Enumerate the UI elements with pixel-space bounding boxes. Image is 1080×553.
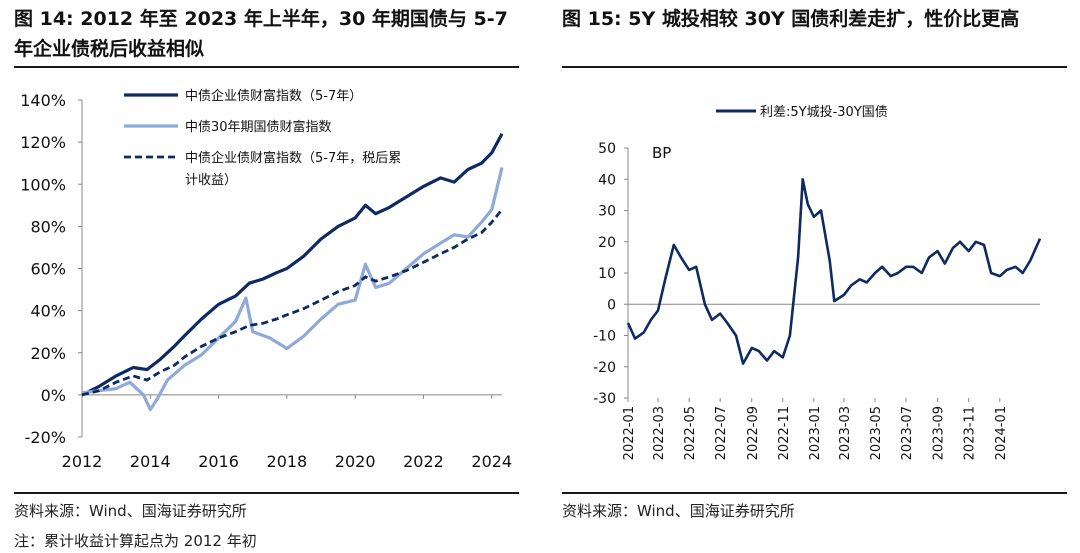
left-source-text: 资料来源：Wind、国海证券研究所 — [14, 502, 247, 520]
left-legend-label-3a: 中债企业债财富指数（5-7年，税后累 — [185, 150, 401, 166]
left-y-tick-label: 60% — [30, 260, 66, 279]
left-legend-label-3b: 计收益） — [185, 173, 237, 188]
left-title-rule — [14, 66, 519, 68]
left-y-tick-label: 120% — [20, 133, 66, 152]
right-x-tick-label: 2023-01 — [808, 406, 823, 460]
left-y-tick-label: 20% — [30, 344, 66, 363]
left-y-tick-label: -20% — [25, 428, 66, 447]
right-chart: -30 -20 -10 0 10 20 30 40 50 BP 2022-01 2022-03 2022… — [593, 104, 1042, 460]
right-title-rule — [562, 66, 1067, 68]
right-x-tick-label: 2024-01 — [994, 406, 1009, 460]
right-series-line — [626, 178, 1042, 365]
right-figure-title: 图 15: 5Y 城投相较 30Y 国债利差走扩，性价比更高 — [562, 8, 1020, 30]
right-x-tick-label: 2023-05 — [869, 406, 884, 460]
right-y-tick-label: -10 — [593, 329, 616, 345]
right-x-tick-label: 2022-11 — [777, 406, 792, 460]
right-y-tick-label: 30 — [598, 204, 616, 220]
left-y-tick-label: 0% — [41, 386, 66, 405]
left-chart: -20% 0% 20% 40% 60% 80% 100% 120% 140% 2012 2014 20… — [20, 88, 512, 471]
left-x-tick-label: 2014 — [130, 452, 171, 471]
right-legend-label: 利差:5Y城投-30Y国债 — [760, 104, 888, 120]
left-y-tick-label: 40% — [30, 302, 66, 321]
left-series-line-3 — [81, 208, 504, 397]
left-note-text: 注：累计收益计算起点为 2012 年初 — [14, 532, 257, 550]
left-series-line-1 — [81, 132, 504, 397]
left-y-tick-label: 80% — [30, 217, 66, 236]
right-x-tick-label: 2023-03 — [838, 406, 853, 460]
right-x-tick-label: 2022-01 — [622, 406, 637, 460]
right-x-tick-label: 2022-03 — [652, 406, 667, 460]
right-source-text: 资料来源：Wind、国海证券研究所 — [562, 502, 795, 520]
left-legend-label-2: 中债30年期国债财富指数 — [185, 119, 332, 135]
right-y-tick-label: -30 — [593, 391, 616, 407]
left-series-line-2 — [81, 167, 504, 412]
left-x-tick-label: 2016 — [198, 452, 239, 471]
left-figure-panel: 图 14: 2012 年至 2023 年上半年，30 年期国债与 5-7 年企业… — [0, 0, 532, 553]
right-x-tick-label: 2023-07 — [900, 406, 915, 460]
right-y-tick-label: 0 — [607, 297, 616, 313]
left-y-tick-label: 140% — [20, 91, 66, 110]
right-footer-rule — [562, 492, 1067, 494]
right-y-tick-label: 20 — [598, 235, 616, 251]
right-y-tick-label: 40 — [598, 172, 616, 188]
left-x-tick-label: 2018 — [267, 452, 308, 471]
left-legend-label-1: 中债企业债财富指数（5-7年） — [185, 88, 362, 104]
right-x-tick-label: 2022-05 — [683, 406, 698, 460]
left-x-tick-label: 2020 — [335, 452, 376, 471]
right-figure-panel: 图 15: 5Y 城投相较 30Y 国债利差走扩，性价比更高 -30 -20 -10… — [548, 0, 1080, 553]
right-x-tick-label: 2023-09 — [932, 406, 947, 460]
left-x-tick-label: 2024 — [471, 452, 512, 471]
right-x-tick-label: 2023-11 — [963, 406, 978, 460]
right-y-axis-unit: BP — [652, 144, 671, 162]
left-x-tick-label: 2012 — [62, 452, 103, 471]
left-figure-title: 图 14: 2012 年至 2023 年上半年，30 年期国债与 5-7 年企业… — [14, 8, 508, 60]
right-y-tick-label: 50 — [598, 141, 616, 157]
right-y-tick-label: -20 — [593, 360, 616, 376]
right-y-tick-label: 10 — [598, 266, 616, 282]
left-footer-rule — [14, 492, 519, 494]
left-y-tick-label: 100% — [20, 175, 66, 194]
right-x-tick-label: 2022-09 — [746, 406, 761, 460]
right-x-tick-label: 2022-07 — [714, 406, 729, 460]
left-x-tick-label: 2022 — [403, 452, 444, 471]
